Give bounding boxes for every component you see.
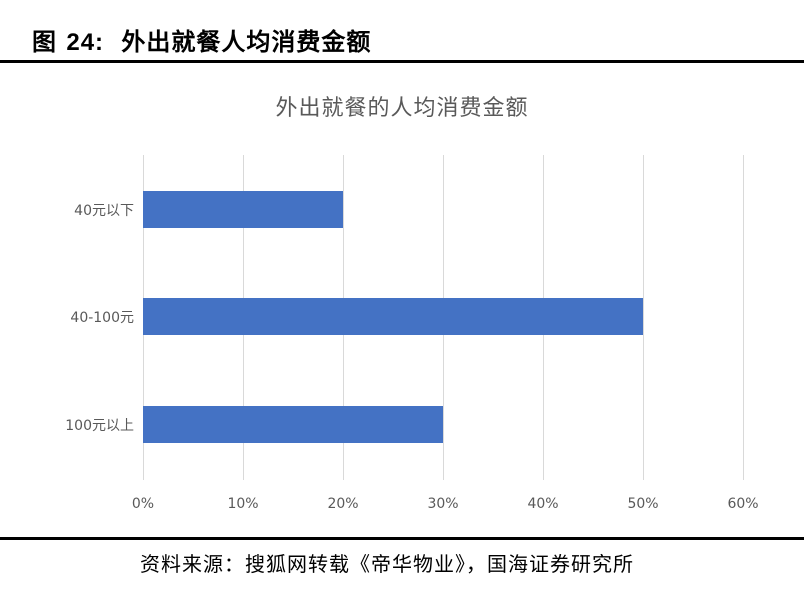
figure-caption: 外出就餐人均消费金额 <box>121 27 372 56</box>
x-tick: 0% <box>131 496 155 512</box>
chart-title: 外出就餐的人均消费金额 <box>275 96 529 121</box>
category-label: 100元以上 <box>65 418 134 434</box>
bottom-rule <box>0 537 804 540</box>
bar-100-above <box>143 406 443 443</box>
x-tick: 60% <box>727 496 759 512</box>
x-tick: 40% <box>527 496 559 512</box>
top-rule <box>0 60 804 63</box>
x-tick: 10% <box>227 496 259 512</box>
bar-40-100 <box>143 298 643 335</box>
figure-title: 图 24: 外出就餐人均消费金额 <box>32 22 371 57</box>
figure-number: 24: <box>66 29 105 56</box>
gridline-60 <box>743 155 744 480</box>
category-label: 40-100元 <box>70 310 134 326</box>
x-tick: 30% <box>427 496 459 512</box>
category-label: 40元以下 <box>74 203 134 219</box>
plot-area <box>143 155 744 480</box>
figure-label: 图 <box>32 27 57 56</box>
source-note: 资料来源：搜狐网转载《帝华物业》，国海证券研究所 <box>140 552 634 576</box>
gridline-50 <box>643 155 644 480</box>
bar-40-below <box>143 191 343 228</box>
x-tick: 20% <box>327 496 359 512</box>
x-tick: 50% <box>627 496 659 512</box>
